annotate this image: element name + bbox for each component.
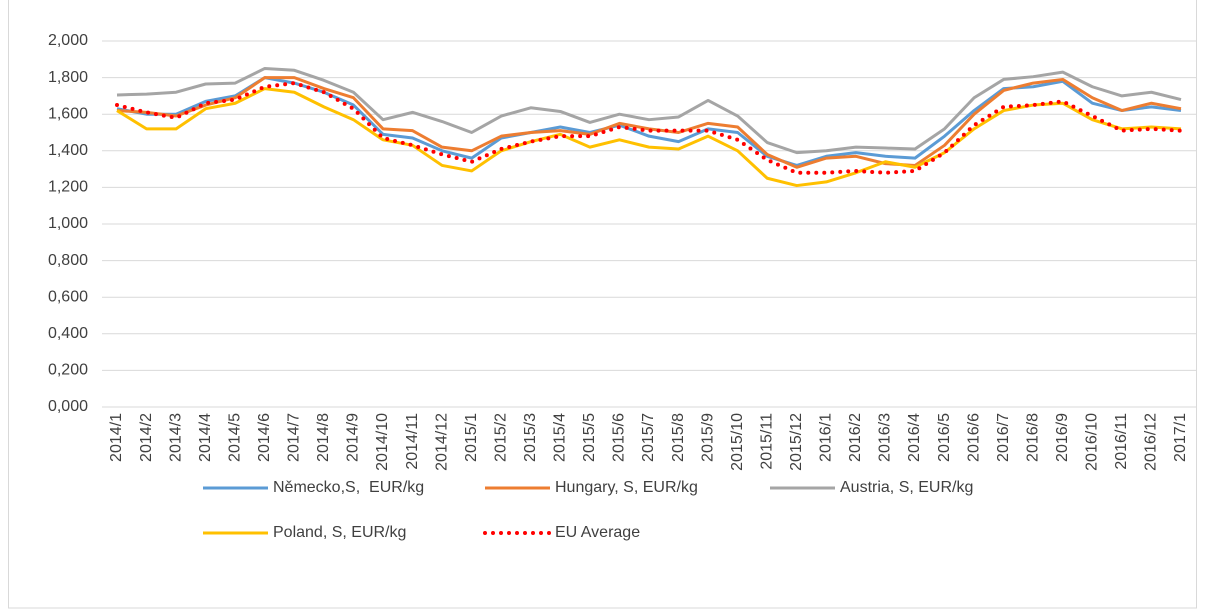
- x-tick-label: 2014/5: [226, 413, 243, 462]
- x-tick-label: 2016/5: [936, 413, 953, 462]
- y-tick-label: 0,800: [48, 252, 88, 269]
- x-tick-label: 2015/4: [552, 413, 569, 462]
- x-tick-label: 2015/7: [640, 413, 657, 462]
- y-tick-label: 0,600: [48, 288, 88, 305]
- legend-label: EU Average: [555, 524, 640, 541]
- y-tick-label: 0,000: [48, 398, 88, 415]
- series-line: [115, 81, 1183, 175]
- x-tick-label: 2015/9: [699, 413, 716, 462]
- x-tick-label: 2016/9: [1054, 413, 1071, 462]
- x-tick-label: 2016/7: [995, 413, 1012, 462]
- y-tick-label: 1,600: [48, 105, 88, 122]
- chart-frame: [8, 0, 1197, 609]
- x-tick-label: 2014/4: [197, 413, 214, 462]
- x-tick-label: 2015/10: [729, 413, 746, 471]
- x-tick-label: 2014/6: [256, 413, 273, 462]
- x-tick-label: 2014/12: [433, 413, 450, 471]
- x-tick-label: 2014/8: [315, 413, 332, 462]
- x-tick-label: 2014/3: [167, 413, 184, 462]
- series-line: [116, 66, 1182, 155]
- x-tick-label: 2015/3: [522, 413, 539, 462]
- x-tick-label: 2014/11: [404, 413, 421, 470]
- legend-label: Poland, S, EUR/kg: [273, 524, 406, 541]
- y-tick-label: 0,200: [48, 362, 88, 379]
- legend-label: Austria, S, EUR/kg: [840, 479, 973, 496]
- x-tick-label: 2014/1: [108, 413, 125, 462]
- series-line: [116, 76, 1182, 169]
- x-tick-label: 2016/3: [877, 413, 894, 462]
- x-tick-label: 2014/7: [286, 413, 303, 462]
- x-tick-label: 2014/2: [138, 413, 155, 462]
- x-tick-label: 2015/6: [611, 413, 628, 462]
- y-tick-label: 2,000: [48, 32, 88, 49]
- x-tick-label: 2015/5: [581, 413, 598, 462]
- x-tick-label: 2016/10: [1084, 413, 1101, 471]
- x-tick-label: 2016/8: [1024, 413, 1041, 462]
- x-tick-label: 2016/12: [1143, 413, 1160, 471]
- y-tick-label: 1,400: [48, 142, 88, 159]
- x-tick-label: 2016/1: [818, 413, 835, 462]
- x-tick-label: 2015/2: [492, 413, 509, 462]
- x-tick-label: 2017/1: [1172, 413, 1189, 462]
- x-tick-label: 2015/1: [463, 413, 480, 462]
- series-line: [116, 87, 1182, 188]
- x-tick-label: 2015/11: [758, 413, 775, 470]
- x-tick-label: 2016/11: [1113, 413, 1130, 470]
- y-tick-label: 1,800: [48, 69, 88, 86]
- x-tick-label: 2015/12: [788, 413, 805, 471]
- x-tick-label: 2015/8: [670, 413, 687, 462]
- x-tick-label: 2016/4: [906, 413, 923, 462]
- x-tick-label: 2016/2: [847, 413, 864, 462]
- x-tick-label: 2014/9: [345, 413, 362, 462]
- x-tick-label: 2014/10: [374, 413, 391, 471]
- legend-label: Hungary, S, EUR/kg: [555, 479, 698, 496]
- y-tick-label: 0,400: [48, 325, 88, 342]
- legend-label: Německo,S, EUR/kg: [273, 479, 424, 496]
- x-tick-label: 2016/6: [965, 413, 982, 462]
- y-tick-label: 1,000: [48, 215, 88, 232]
- y-tick-label: 1,200: [48, 179, 88, 196]
